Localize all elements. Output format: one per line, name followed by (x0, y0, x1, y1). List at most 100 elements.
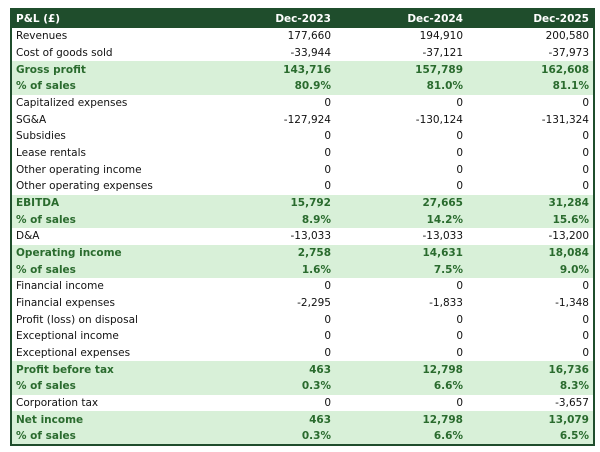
value-cell: 194,910 (419, 30, 463, 43)
row-label: Profit (loss) on disposal (16, 313, 138, 326)
value-cell: 143,716 (211, 61, 335, 79)
value-cell: 0 (324, 330, 331, 343)
value-cell: -37,973 (548, 47, 589, 59)
value-cell: 1.6% (211, 261, 335, 279)
value-cell: 7.5% (335, 261, 467, 279)
row-label: % of sales (11, 378, 211, 395)
value-cell: 0 (456, 97, 463, 110)
value-cell: 463 (211, 411, 335, 429)
summary-row: % of sales 0.3% 6.6% 6.5% (11, 428, 594, 445)
row-label: Exceptional expenses (16, 347, 131, 360)
value-cell: -1,833 (429, 297, 463, 310)
value-cell: 27,665 (335, 194, 467, 212)
row: Other operating income 0 0 0 (11, 161, 594, 178)
row: D&A -13,033 -13,033 -13,200 (11, 228, 594, 245)
header-cell: Dec-2023 (211, 9, 335, 28)
header-cell: Dec-2025 (467, 9, 594, 28)
value-cell: 463 (211, 361, 335, 379)
value-cell: -13,033 (290, 230, 331, 243)
header-row: P&L (£) Dec-2023 Dec-2024 Dec-2025 (11, 9, 594, 28)
value-cell: 12,798 (335, 361, 467, 379)
header-cell: Dec-2024 (335, 9, 467, 28)
value-cell: 0 (456, 147, 463, 160)
row: Exceptional income 0 0 0 (11, 328, 594, 345)
value-cell: 14.2% (335, 211, 467, 229)
summary-row: % of sales 0.3% 6.6% 8.3% (11, 378, 594, 395)
value-cell: 0 (456, 397, 463, 410)
value-cell: 162,608 (467, 61, 594, 79)
value-cell: 8.3% (467, 378, 594, 395)
row-label: Revenues (16, 30, 68, 43)
value-cell: 0 (456, 280, 463, 293)
value-cell: 80.9% (211, 78, 335, 95)
row-label: % of sales (11, 78, 211, 95)
value-cell: 157,789 (335, 61, 467, 79)
value-cell: 0 (324, 163, 331, 176)
row: Lease rentals 0 0 0 (11, 145, 594, 162)
value-cell: 0 (324, 147, 331, 160)
row-label: Financial expenses (16, 297, 115, 310)
row-label: EBITDA (11, 194, 211, 212)
value-cell: 0 (582, 147, 589, 160)
value-cell: 0 (324, 280, 331, 293)
pl-table: P&L (£) Dec-2023 Dec-2024 Dec-2025 Revenues… (10, 8, 595, 446)
value-cell: 0 (582, 130, 589, 143)
value-cell: 16,736 (467, 361, 594, 379)
row-label: D&A (16, 230, 40, 243)
value-cell: 13,079 (467, 411, 594, 429)
row-label: Other operating income (16, 163, 142, 176)
value-cell: 81.0% (335, 78, 467, 95)
summary-row: % of sales 1.6% 7.5% 9.0% (11, 261, 594, 279)
row-label: Other operating expenses (16, 180, 153, 193)
value-cell: 15,792 (211, 194, 335, 212)
value-cell: 0 (582, 313, 589, 326)
value-cell: 0 (582, 163, 589, 176)
value-cell: 0.3% (211, 428, 335, 445)
value-cell: 177,660 (287, 30, 331, 43)
value-cell: -130,124 (415, 113, 463, 126)
row-label: Net income (11, 411, 211, 429)
value-cell: 0.3% (211, 378, 335, 395)
value-cell: 200,580 (545, 30, 589, 43)
value-cell: 6.6% (335, 428, 467, 445)
row: Subsidies 0 0 0 (11, 128, 594, 145)
row-label: Capitalized expenses (16, 97, 128, 110)
row: Capitalized expenses 0 0 0 (11, 95, 594, 112)
value-cell: 6.6% (335, 378, 467, 395)
value-cell: 12,798 (335, 411, 467, 429)
value-cell: 0 (324, 397, 331, 410)
value-cell: -2,295 (297, 297, 331, 310)
header-cell: P&L (£) (11, 9, 211, 28)
row-label: Operating income (11, 244, 211, 262)
row-label: % of sales (11, 428, 211, 445)
row-label: % of sales (11, 211, 211, 229)
row-label: Corporation tax (16, 397, 99, 410)
value-cell: 14,631 (335, 244, 467, 262)
value-cell: -37,121 (422, 47, 463, 59)
value-cell: -33,944 (290, 47, 331, 59)
value-cell: 31,284 (467, 194, 594, 212)
summary-row: % of sales 80.9% 81.0% 81.1% (11, 78, 594, 95)
row: Other operating expenses 0 0 0 (11, 178, 594, 195)
row-label: Subsidies (16, 130, 66, 143)
row-label: Gross profit (11, 61, 211, 79)
row-label: SG&A (16, 113, 47, 126)
value-cell: 0 (324, 130, 331, 143)
row: Revenues 177,660 194,910 200,580 (11, 28, 594, 45)
value-cell: 0 (456, 313, 463, 326)
pl-table-container: P&L (£) Dec-2023 Dec-2024 Dec-2025 Revenues… (10, 8, 595, 446)
value-cell: -131,324 (541, 113, 589, 126)
value-cell: 0 (582, 347, 589, 360)
row-label: Cost of goods sold (16, 47, 113, 59)
value-cell: 0 (324, 347, 331, 360)
value-cell: 0 (582, 330, 589, 343)
value-cell: 0 (582, 280, 589, 293)
row: Exceptional expenses 0 0 0 (11, 345, 594, 362)
value-cell: 0 (324, 313, 331, 326)
summary-row: Profit before tax 463 12,798 16,736 (11, 361, 594, 379)
summary-row: Gross profit 143,716 157,789 162,608 (11, 61, 594, 79)
row-label: Lease rentals (16, 147, 86, 160)
value-cell: 2,758 (211, 244, 335, 262)
value-cell: 0 (456, 347, 463, 360)
value-cell: -127,924 (283, 113, 331, 126)
